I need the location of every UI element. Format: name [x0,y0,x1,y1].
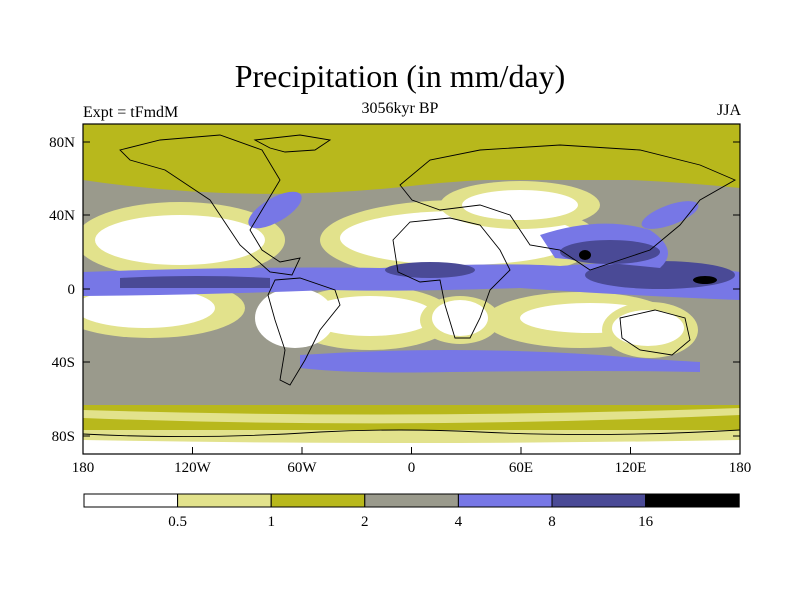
lon-tick-marks [82,447,741,454]
southern-storm-track [300,350,700,373]
africa-coast [392,217,511,339]
lon-tick-label: 0 [408,460,416,476]
africa-itcz-core [385,262,475,278]
australia-dry [612,310,684,346]
kuroshio-wet [641,201,699,229]
colorbar-swatch [551,493,647,508]
lat-tick-label: 80S [52,429,75,445]
colorbar-label: 1 [267,514,275,530]
lat-tick-label: 80N [49,135,75,151]
wpac-extreme [693,276,717,284]
precip-field [83,124,740,454]
eurasia-coast [399,144,737,271]
monsoon-extreme [579,250,591,260]
lon-tick-label: 60W [287,460,317,476]
spac-dry [83,288,215,328]
colorbar-label: 4 [455,514,463,530]
lon-tick-label: 180 [729,460,752,476]
lon-tick-label: 180 [72,460,95,476]
satl-dry [305,296,435,336]
colorbar-swatch [645,493,740,508]
colorbar-swatch [270,493,366,508]
south-america-coast [267,277,341,386]
colorbar-swatch [457,493,553,508]
colorbar-label: 0.5 [168,514,187,530]
north-high-lat-band [83,124,740,194]
colorbar-label: 2 [361,514,369,530]
colorbar-swatch [83,493,179,508]
lon-tick-label: 60E [509,460,533,476]
map-subtitle: 3056kyr BP [361,100,439,117]
npac-dry [95,215,265,265]
lat-tick-label: 40S [52,355,75,371]
colorbar-label: 16 [638,514,654,530]
gulf-stream-wet [248,191,302,229]
lat-tick-marks [83,141,740,437]
lat-tick-label: 0 [68,282,76,298]
asia-dry [462,190,578,220]
epac-itcz-core [120,276,270,288]
coastlines [82,134,741,438]
north-america-coast [119,134,301,276]
southern-light-band [83,408,740,424]
season-label: JJA [716,102,741,119]
colorbar-swatch [364,493,459,508]
experiment-label: Expt = tFmdM [83,104,179,121]
colorbar-label: 8 [548,514,556,530]
map-title: Precipitation (in mm/day) [234,58,566,94]
colorbar-swatch [177,493,272,508]
australia-coast [619,309,691,356]
lon-tick-label: 120E [615,460,647,476]
colorbar [83,493,740,508]
antarctica-coast [82,429,741,438]
samerica-dry [255,288,335,348]
itcz-wet [83,263,740,300]
greenland-coast [253,134,332,153]
lon-tick-label: 120W [174,460,212,476]
lat-tick-label: 40N [49,208,75,224]
